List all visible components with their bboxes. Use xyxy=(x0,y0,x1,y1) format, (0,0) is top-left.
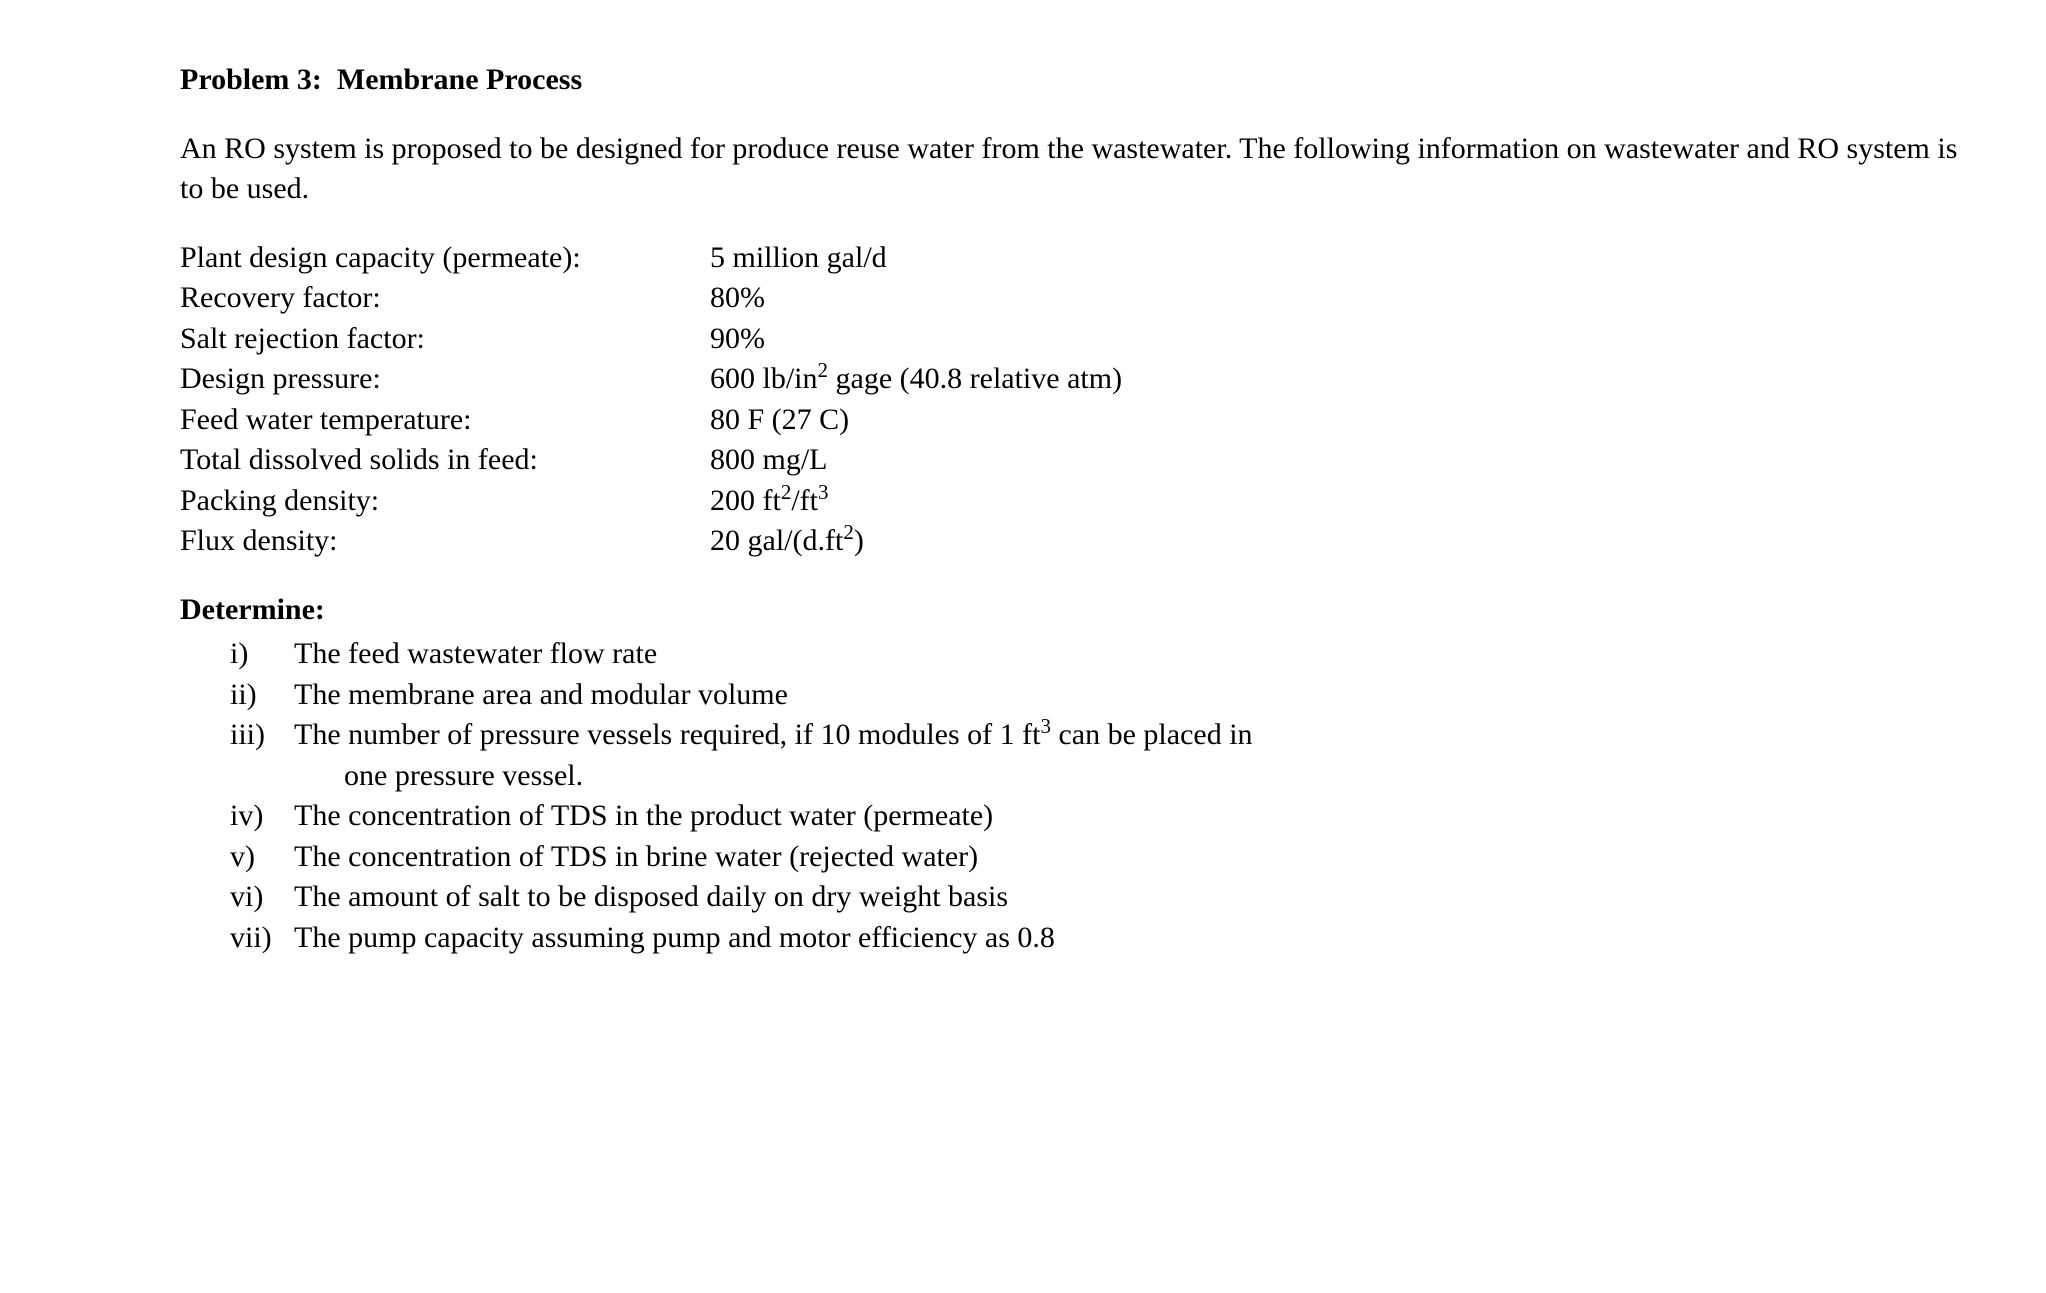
param-value: 80 F (27 C) xyxy=(710,400,1980,441)
param-label: Flux density: xyxy=(180,521,710,562)
determine-item: vii) The pump capacity assuming pump and… xyxy=(230,918,1980,959)
param-row: Feed water temperature: 80 F (27 C) xyxy=(180,400,1980,441)
param-row: Packing density: 200 ft2/ft3 xyxy=(180,481,1980,522)
determine-heading: Determine: xyxy=(180,590,1980,631)
param-label: Total dissolved solids in feed: xyxy=(180,440,710,481)
param-value: 200 ft2/ft3 xyxy=(710,481,1980,522)
param-label: Packing density: xyxy=(180,481,710,522)
determine-item: vi) The amount of salt to be disposed da… xyxy=(230,877,1980,918)
determine-item: i) The feed wastewater flow rate xyxy=(230,634,1980,675)
determine-text: The concentration of TDS in the product … xyxy=(294,796,1980,837)
determine-item: iv) The concentration of TDS in the prod… xyxy=(230,796,1980,837)
determine-item: iii) The number of pressure vessels requ… xyxy=(230,715,1980,756)
param-value: 20 gal/(d.ft2) xyxy=(710,521,1980,562)
roman-numeral: iv) xyxy=(230,796,294,837)
roman-numeral: i) xyxy=(230,634,294,675)
determine-item: v) The concentration of TDS in brine wat… xyxy=(230,837,1980,878)
param-value: 80% xyxy=(710,278,1980,319)
determine-continuation: one pressure vessel. xyxy=(230,756,1980,797)
determine-text: The number of pressure vessels required,… xyxy=(294,715,1980,756)
title-label: Problem 3: xyxy=(180,63,322,96)
problem-title: Problem 3: Membrane Process xyxy=(180,60,1980,101)
param-label: Recovery factor: xyxy=(180,278,710,319)
param-row: Plant design capacity (permeate): 5 mill… xyxy=(180,238,1980,279)
param-row: Salt rejection factor: 90% xyxy=(180,319,1980,360)
param-value: 90% xyxy=(710,319,1980,360)
roman-numeral: ii) xyxy=(230,675,294,716)
param-value: 600 lb/in2 gage (40.8 relative atm) xyxy=(710,359,1980,400)
param-row: Flux density: 20 gal/(d.ft2) xyxy=(180,521,1980,562)
param-label: Feed water temperature: xyxy=(180,400,710,441)
param-label: Design pressure: xyxy=(180,359,710,400)
title-text: Membrane Process xyxy=(337,63,582,96)
roman-numeral: vi) xyxy=(230,877,294,918)
param-value: 800 mg/L xyxy=(710,440,1980,481)
determine-list: i) The feed wastewater flow rate ii) The… xyxy=(180,634,1980,958)
determine-text: The membrane area and modular volume xyxy=(294,675,1980,716)
roman-numeral: vii) xyxy=(230,918,294,959)
determine-text: The amount of salt to be disposed daily … xyxy=(294,877,1980,918)
determine-text: The feed wastewater flow rate xyxy=(294,634,1980,675)
determine-text: The concentration of TDS in brine water … xyxy=(294,837,1980,878)
param-row: Total dissolved solids in feed: 800 mg/L xyxy=(180,440,1980,481)
intro-paragraph: An RO system is proposed to be designed … xyxy=(180,129,1980,210)
param-value: 5 million gal/d xyxy=(710,238,1980,279)
param-row: Recovery factor: 80% xyxy=(180,278,1980,319)
determine-item: ii) The membrane area and modular volume xyxy=(230,675,1980,716)
roman-numeral: v) xyxy=(230,837,294,878)
param-row: Design pressure: 600 lb/in2 gage (40.8 r… xyxy=(180,359,1980,400)
parameter-list: Plant design capacity (permeate): 5 mill… xyxy=(180,238,1980,562)
determine-text: The pump capacity assuming pump and moto… xyxy=(294,918,1980,959)
param-label: Salt rejection factor: xyxy=(180,319,710,360)
param-label: Plant design capacity (permeate): xyxy=(180,238,710,279)
roman-numeral: iii) xyxy=(230,715,294,756)
problem-page: Problem 3: Membrane Process An RO system… xyxy=(0,0,2046,1018)
